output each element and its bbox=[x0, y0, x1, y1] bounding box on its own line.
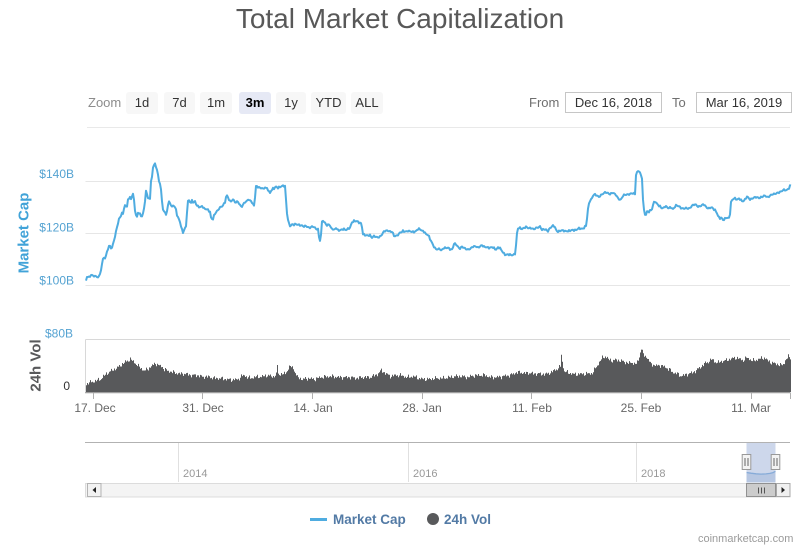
svg-text:11. Feb: 11. Feb bbox=[512, 401, 552, 415]
svg-text:$140B: $140B bbox=[39, 167, 74, 181]
svg-text:11. Mar: 11. Mar bbox=[731, 401, 771, 415]
svg-text:25. Feb: 25. Feb bbox=[621, 401, 662, 415]
svg-text:31. Dec: 31. Dec bbox=[182, 401, 223, 415]
svg-text:$120B: $120B bbox=[39, 221, 74, 235]
svg-text:Market Cap: Market Cap bbox=[333, 512, 406, 527]
svg-text:24h Vol: 24h Vol bbox=[444, 512, 491, 527]
svg-text:Market Cap: Market Cap bbox=[16, 193, 33, 274]
svg-text:2014: 2014 bbox=[183, 468, 207, 480]
svg-text:28. Jan: 28. Jan bbox=[402, 401, 441, 415]
svg-text:24h Vol: 24h Vol bbox=[28, 339, 45, 391]
svg-text:2018: 2018 bbox=[641, 468, 665, 480]
svg-text:14. Jan: 14. Jan bbox=[293, 401, 332, 415]
svg-text:$80B: $80B bbox=[45, 327, 73, 341]
svg-text:0: 0 bbox=[63, 379, 70, 393]
svg-text:$100B: $100B bbox=[39, 274, 74, 288]
svg-text:2016: 2016 bbox=[413, 468, 437, 480]
svg-text:17. Dec: 17. Dec bbox=[74, 401, 115, 415]
